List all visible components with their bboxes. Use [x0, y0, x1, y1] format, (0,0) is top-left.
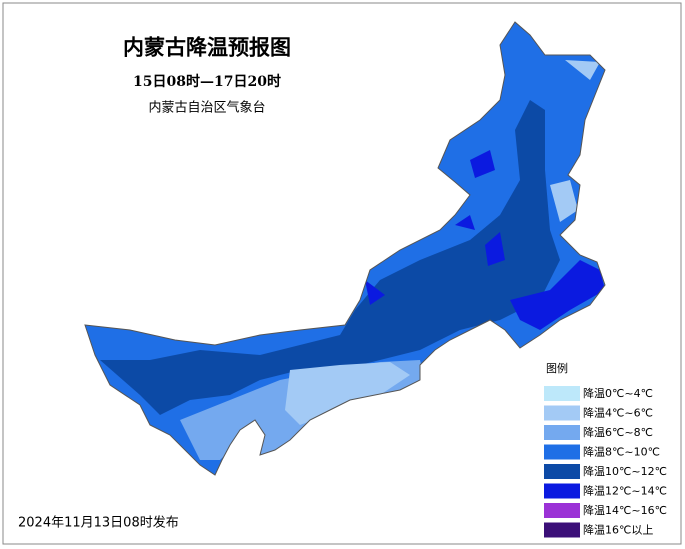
legend-label: 降温6℃~8℃	[583, 425, 653, 439]
region-10-12	[100, 100, 560, 415]
region-4-6	[285, 362, 410, 425]
legend-label: 降温8℃~10℃	[583, 445, 660, 459]
legend-label: 降温10℃~12℃	[583, 464, 667, 478]
legend-swatch	[544, 386, 580, 401]
legend-swatch	[544, 522, 580, 538]
issue-date: 2024年11月13日08时发布	[18, 515, 179, 531]
legend-swatch	[544, 464, 580, 479]
legend-swatch	[544, 483, 580, 499]
legend-swatch	[544, 425, 580, 440]
legend-title: 图例	[546, 361, 568, 375]
legend-label: 降温12℃~14℃	[583, 484, 667, 498]
issuer: 内蒙古自治区气象台	[148, 100, 265, 116]
legend: 图例 降温0℃~4℃ 降温4℃~6℃ 降温6℃~8℃ 降温8℃~10℃ 降温10℃~12…	[540, 358, 667, 542]
legend-label: 降温0℃~4℃	[583, 386, 653, 400]
title: 内蒙古降温预报图	[123, 35, 291, 60]
legend-label: 降温4℃~6℃	[583, 406, 653, 420]
legend-swatch	[544, 444, 580, 460]
legend-label: 降温14℃~16℃	[583, 503, 667, 517]
subtitle: 15日08时—17日20时	[133, 73, 281, 90]
legend-swatch	[544, 503, 580, 518]
legend-swatch	[544, 405, 580, 421]
legend-label: 降温16℃以上	[583, 523, 653, 537]
